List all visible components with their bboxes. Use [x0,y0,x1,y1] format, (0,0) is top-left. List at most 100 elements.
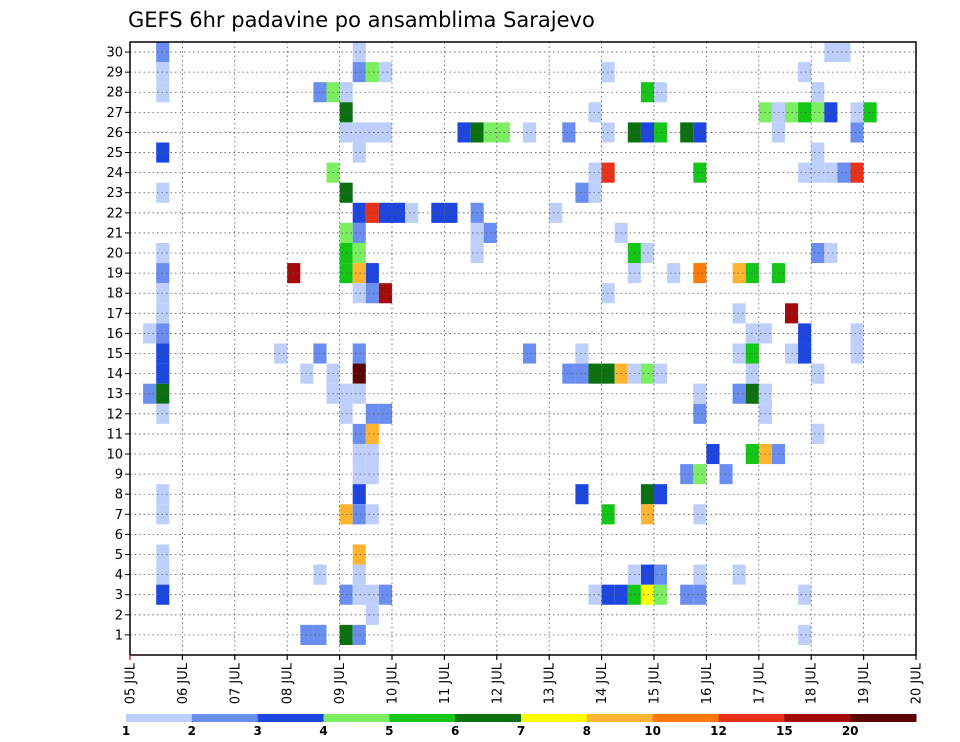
heatmap-cell [352,142,366,163]
heatmap-cell [378,403,392,424]
heatmap-cell [575,484,589,505]
heatmap-cell [431,202,445,223]
heatmap-cell [588,162,602,183]
heatmap-cell [798,584,812,605]
heatmap-cell [693,403,707,424]
heatmap-cell [640,484,654,505]
heatmap-cell [693,564,707,585]
colorbar-tick-label: 20 [842,724,859,738]
heatmap-cell [640,363,654,384]
heatmap-cell [680,122,694,143]
heatmap-cell [798,624,812,645]
colorbar-segment [191,714,259,722]
heatmap-cell [562,122,576,143]
heatmap-cell [798,343,812,364]
heatmap-cell [654,82,668,103]
heatmap-cell [706,443,720,465]
y-tick-label: 24 [106,166,123,181]
heatmap-cell [352,544,366,565]
heatmap-cell [575,182,589,203]
colorbar-tick-label: 7 [517,724,525,738]
heatmap-cell [352,343,366,364]
heatmap-cell [811,162,825,183]
heatmap-cell [824,42,838,63]
y-tick-label: 14 [106,367,123,382]
heatmap-cell [562,363,576,384]
colorbar-tick-label: 10 [644,724,661,738]
y-tick-label: 9 [115,468,123,483]
y-tick-label: 4 [115,568,123,583]
heatmap-cell [654,363,668,384]
heatmap-cell [824,162,838,183]
heatmap-cell [719,464,733,485]
colorbar: 1 2 3 4 5 6 7 8 10 12 15 20 [122,714,917,738]
colorbar-segment [652,714,719,722]
heatmap-cell [693,162,707,183]
y-tick-label: 23 [106,186,123,201]
heatmap-cell [378,202,392,223]
colorbar-tick-label: 8 [583,724,591,738]
heatmap-cell [365,283,379,304]
heatmap-cell [523,343,537,364]
y-tick-label: 30 [106,46,123,61]
heatmap-cell [850,122,864,143]
heatmap-cell [588,182,602,203]
y-tick-label: 22 [106,206,123,221]
heatmap-cell [352,443,366,465]
heatmap-cell [811,102,825,123]
heatmap-cell [352,383,366,404]
heatmap-cell [798,102,812,123]
heatmap-cell [798,323,812,344]
heatmap-cell [392,202,406,223]
y-tick-label: 2 [115,608,123,623]
colorbar-tick-label: 12 [710,724,727,738]
heatmap-cell [352,263,366,284]
x-tick-label: 20 JUL [910,662,925,704]
heatmap-cell [693,122,707,143]
heatmap-cell [378,584,392,605]
heatmap-cell [850,323,864,344]
colorbar-segment [850,714,917,722]
x-tick-label: 12 JUL [490,662,505,704]
heatmap-cell [352,484,366,505]
heatmap-cell [850,102,864,123]
heatmap-cell [798,162,812,183]
heatmap-cell [378,62,392,83]
heatmap-cell [365,62,379,83]
y-tick-label: 16 [106,327,123,342]
y-tick-label: 6 [115,528,123,543]
y-tick-label: 12 [106,407,123,422]
heatmap-cell [365,403,379,424]
heatmap-cell [837,42,851,63]
heatmap-cell [575,363,589,384]
heatmap-cell [352,242,366,264]
y-tick-label: 1 [115,628,123,643]
heatmap-cell [523,122,537,143]
heatmap-cell [693,464,707,485]
heatmap-cell [640,504,654,525]
x-tick-label: 16 JUL [700,662,715,704]
y-tick-label: 20 [106,247,123,262]
heatmap-cell [811,142,825,163]
heatmap-cell [588,363,602,384]
heatmap-cell [732,343,746,364]
x-tick-label: 05 JUL [124,662,139,704]
heatmap-cell [365,423,379,444]
heatmap-cell [811,423,825,444]
colorbar-tick-label: 6 [451,724,459,738]
y-tick-label: 18 [106,287,123,302]
x-tick-label: 18 JUL [805,662,820,704]
heatmap-cell [811,82,825,103]
y-tick-label: 29 [106,66,123,81]
heatmap-cell [352,423,366,444]
heatmap-cell [352,464,366,485]
heatmap-cell [654,584,668,605]
x-tick-label: 13 JUL [543,662,558,704]
heatmap-cell [575,343,589,364]
heatmap-cell [352,122,366,143]
heatmap-cell [667,263,681,284]
colorbar-tick-label: 4 [319,724,327,738]
heatmap-cell [352,564,366,585]
chart-title: GEFS 6hr padavine po ansamblima Sarajevo [128,8,595,32]
